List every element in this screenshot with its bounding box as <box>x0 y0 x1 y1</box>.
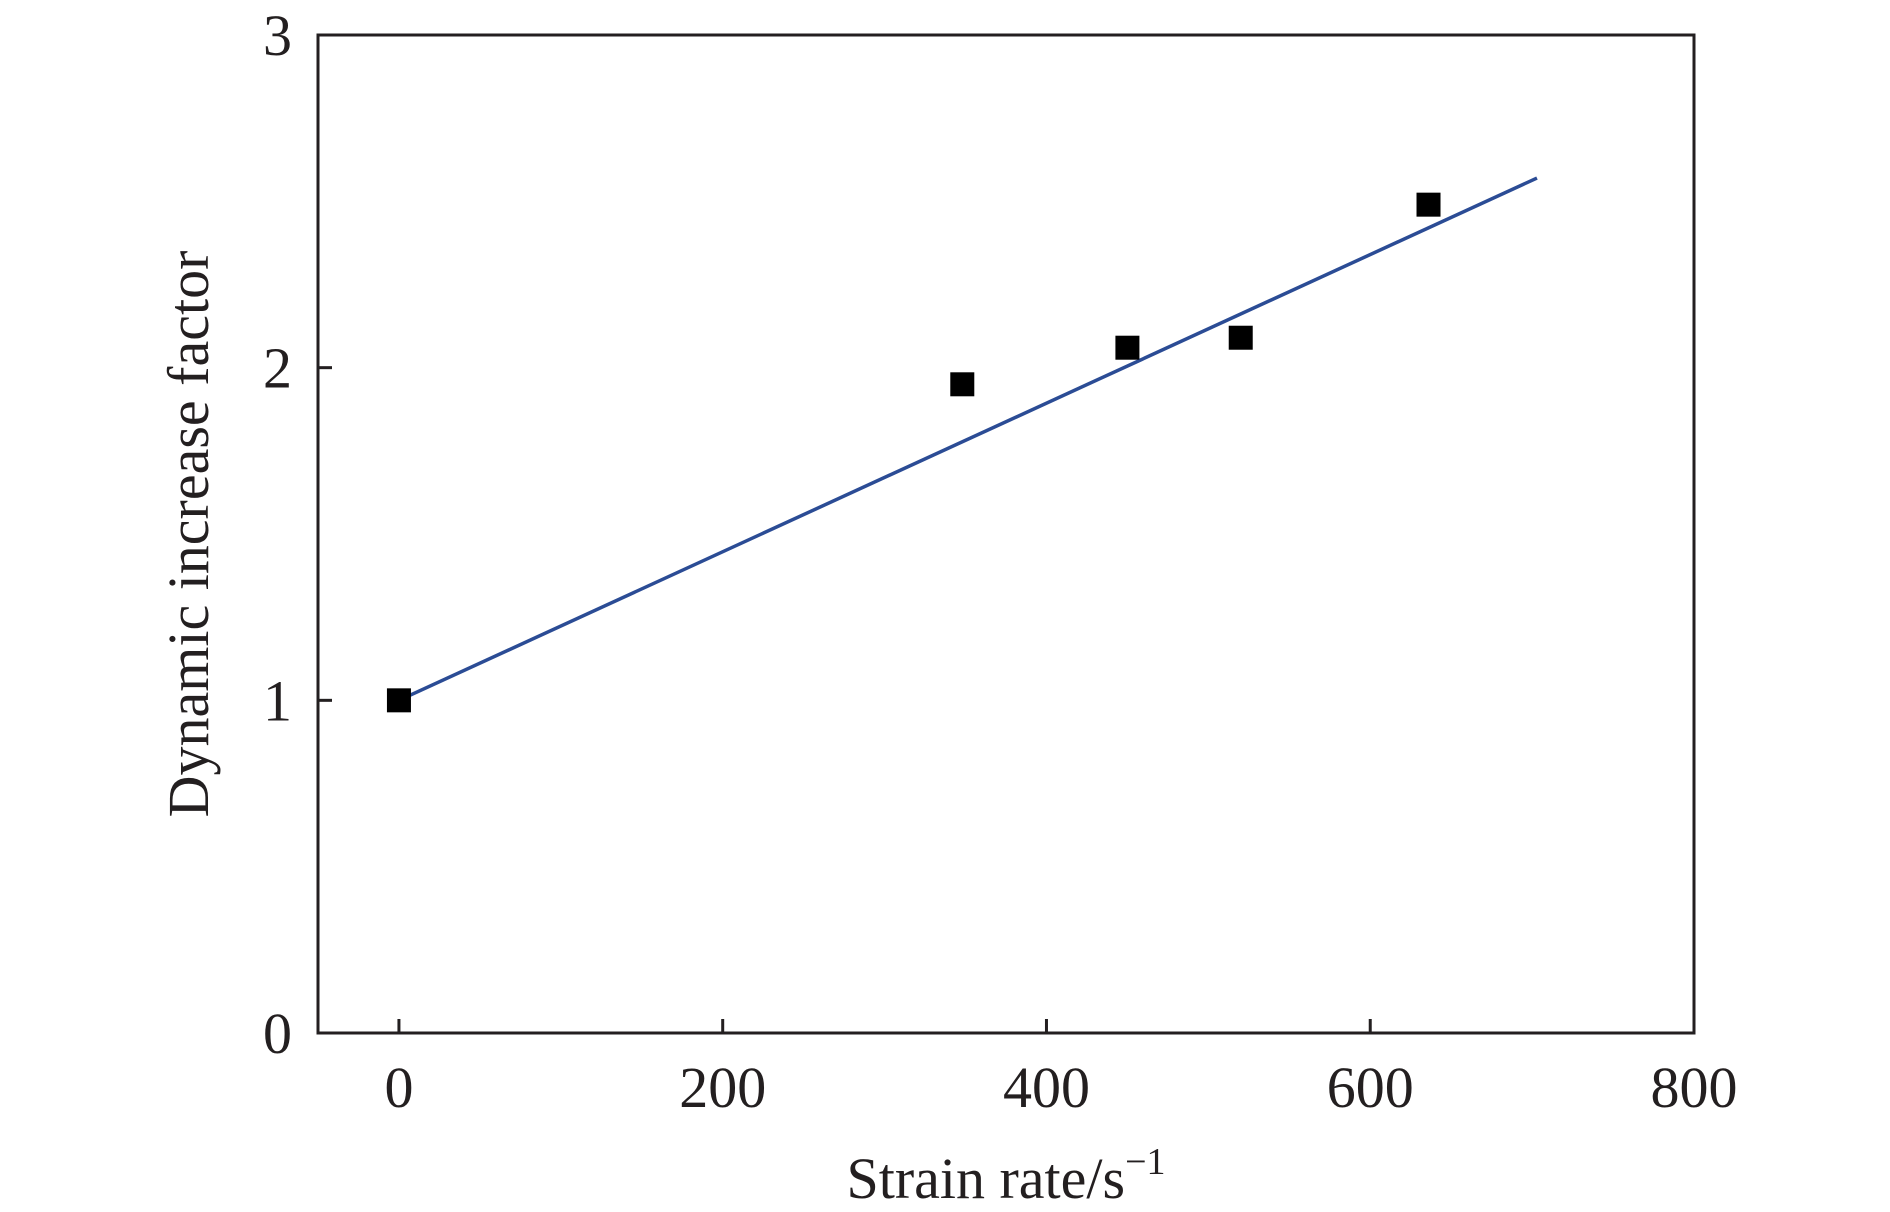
data-point <box>1115 335 1140 360</box>
x-tick-label: 200 <box>679 1055 766 1120</box>
y-tick-label: 2 <box>263 336 292 401</box>
x-tick-label: 600 <box>1327 1055 1414 1120</box>
data-point <box>1228 325 1253 350</box>
y-axis-title: Dynamic increase factor <box>156 251 221 818</box>
x-tick-label: 400 <box>1003 1055 1090 1120</box>
x-axis-title-superscript: −1 <box>1125 1141 1165 1183</box>
x-tick-label: 800 <box>1651 1055 1738 1120</box>
x-tick-label: 0 <box>384 1055 413 1120</box>
axis-ticks <box>318 33 1696 1035</box>
y-tick-label: 3 <box>263 3 292 68</box>
data-points <box>386 192 1441 713</box>
data-point <box>950 372 975 397</box>
plot-frame <box>316 33 1696 1035</box>
fit-line <box>398 176 1538 702</box>
data-point <box>1416 192 1441 217</box>
x-axis-title-text: Strain rate/s <box>846 1146 1125 1211</box>
y-tick-label: 1 <box>263 668 292 733</box>
x-axis-title: Strain rate/s−1 <box>846 1141 1165 1211</box>
axis-tick-labels: 0 200 400 600 800 0 1 2 3 <box>263 3 1738 1120</box>
y-tick-label: 0 <box>263 1001 292 1066</box>
data-point <box>386 688 411 713</box>
